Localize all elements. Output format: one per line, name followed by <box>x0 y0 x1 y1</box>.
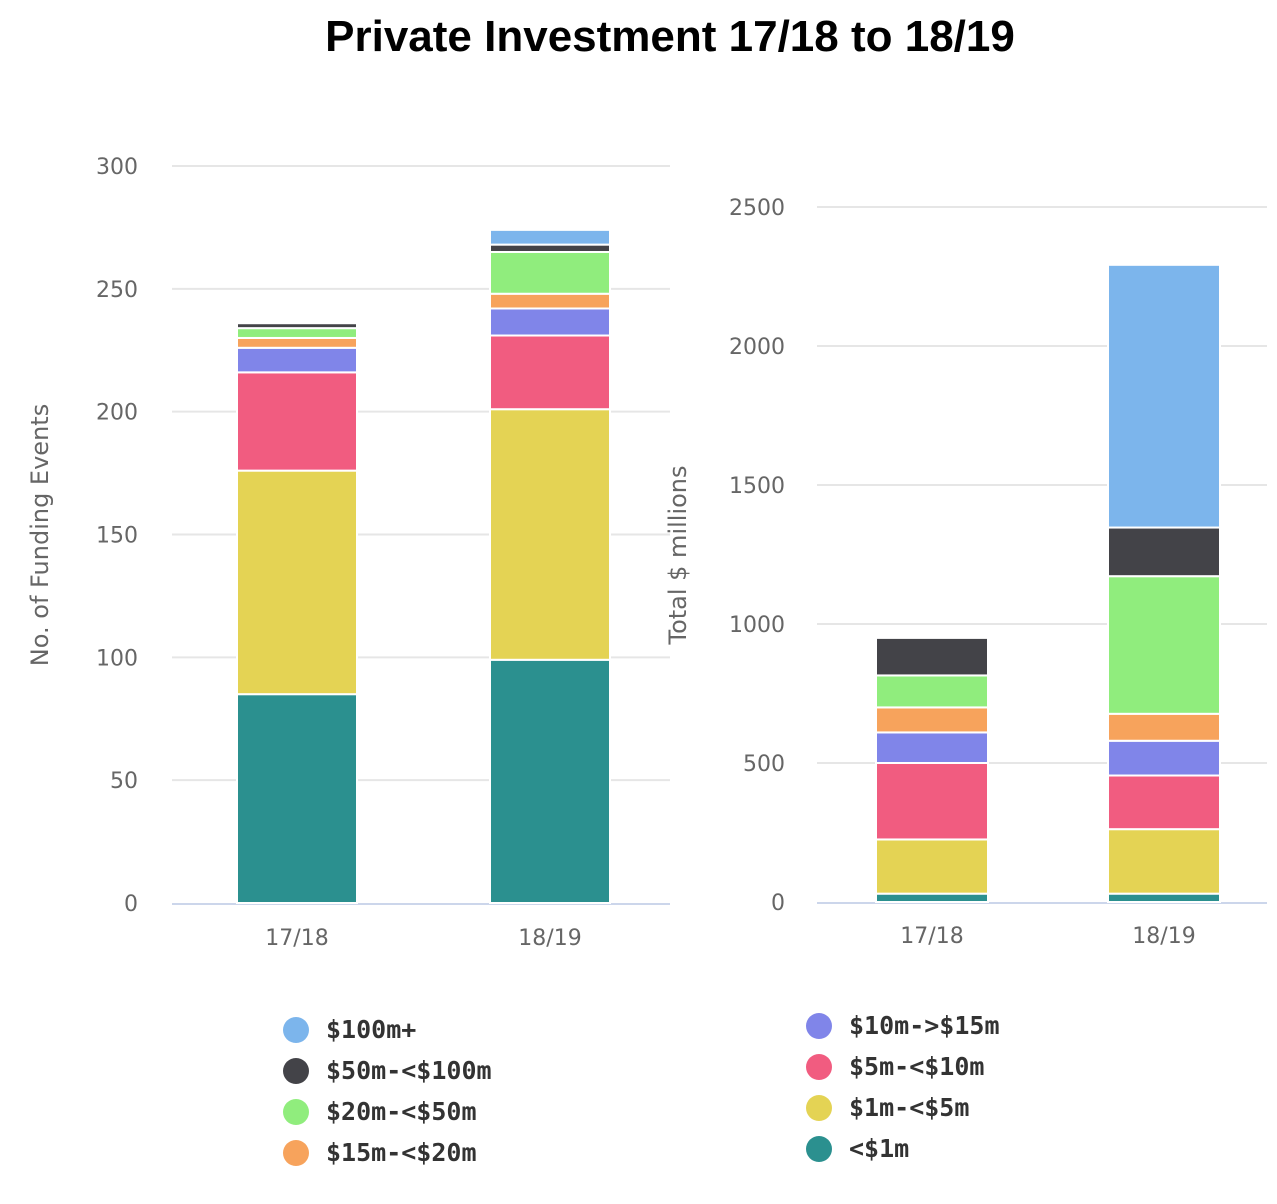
bar-segment <box>489 658 611 904</box>
legend-label: $100m+ <box>326 1015 417 1044</box>
bar-segment <box>875 706 989 734</box>
bar-segment <box>236 371 358 472</box>
charts-canvas: 0 50 100 150 200 250 300 No. of Funding Events 1… <box>26 155 1267 951</box>
y-tick-label: 300 <box>96 155 138 180</box>
bar-segment <box>1107 526 1221 578</box>
legend-label: $1m-<$5m <box>849 1093 970 1122</box>
x-tick-label: 18/19 <box>518 926 581 951</box>
legend-swatch-icon <box>283 1057 309 1084</box>
bar-segment <box>489 243 611 253</box>
y-tick-label: 250 <box>96 278 138 303</box>
y-tick-label: 500 <box>743 752 785 777</box>
bar-segment <box>1107 892 1221 903</box>
legend-label: $20m-<$50m <box>326 1097 477 1126</box>
legend-item-50m-100m[interactable]: $50m-<$100m <box>283 1050 492 1091</box>
bar-segment <box>875 892 989 903</box>
y-tick-label: 2500 <box>729 196 785 221</box>
legend-swatch-icon <box>806 1012 832 1039</box>
legend-left: $100m+ $50m-<$100m $20m-<$50m $15m-<$20m <box>283 1009 492 1173</box>
x-tick-label: 17/18 <box>265 926 328 951</box>
bar-segment <box>489 228 611 246</box>
y-tick-label: 50 <box>110 769 138 794</box>
legend-item-15m-20m[interactable]: $15m-<$20m <box>283 1132 492 1173</box>
legend-label: $50m-<$100m <box>326 1056 492 1085</box>
y-axis-title: Total $ millions <box>664 465 692 645</box>
y-axis-title: No. of Funding Events <box>26 404 54 666</box>
x-tick-label: 17/18 <box>900 924 963 949</box>
bar-segment <box>1107 739 1221 777</box>
legend-label: $5m-<$10m <box>849 1052 985 1081</box>
legend-swatch-icon <box>283 1016 309 1043</box>
bar-segment <box>875 636 989 677</box>
legend-swatch-icon <box>806 1094 832 1121</box>
legend-swatch-icon <box>806 1135 832 1162</box>
y-tick-label: 0 <box>771 891 785 916</box>
y-tick-label: 0 <box>124 892 138 917</box>
bar-segment <box>1107 828 1221 895</box>
y-tick-label: 2000 <box>729 335 785 360</box>
bar-segment <box>489 292 611 310</box>
bar-segment <box>1107 575 1221 715</box>
x-tick-label: 18/19 <box>1132 924 1195 949</box>
bar-segment <box>489 307 611 337</box>
chart-title: Private Investment 17/18 to 18/19 <box>325 12 1015 61</box>
legend-item-5m-10m[interactable]: $5m-<$10m <box>806 1046 1000 1087</box>
bar-segment <box>489 334 611 411</box>
legend-swatch-icon <box>806 1053 832 1080</box>
y-tick-label: 150 <box>96 524 138 549</box>
bar-segment <box>875 731 989 764</box>
bar-segment <box>1107 263 1221 529</box>
legend-label: <$1m <box>849 1134 910 1163</box>
bar-segment <box>1107 774 1221 831</box>
bar-segment <box>236 693 358 905</box>
y-tick-label: 200 <box>96 401 138 426</box>
bar-segment <box>875 674 989 709</box>
bar-segment <box>236 346 358 374</box>
bar-segment <box>236 322 358 330</box>
legend-item-1m-5m[interactable]: $1m-<$5m <box>806 1087 1000 1128</box>
y-tick-label: 100 <box>96 646 138 671</box>
bar-segment <box>875 838 989 895</box>
legend-item-20m-50m[interactable]: $20m-<$50m <box>283 1091 492 1132</box>
legend-item-10m-15m[interactable]: $10m->$15m <box>806 1005 1000 1046</box>
legend-swatch-icon <box>283 1139 309 1166</box>
bar-segment <box>236 336 358 349</box>
bar-segment <box>875 762 989 841</box>
legend-item-under-1m[interactable]: <$1m <box>806 1128 1000 1169</box>
y-tick-label: 1500 <box>729 474 785 499</box>
bar-segment <box>489 250 611 295</box>
legend-swatch-icon <box>283 1098 309 1125</box>
bar-segment <box>236 469 358 696</box>
legend-right: $10m->$15m $5m-<$10m $1m-<$5m <$1m <box>806 1005 1000 1169</box>
legend-label: $15m-<$20m <box>326 1138 477 1167</box>
bar-segment <box>489 408 611 661</box>
y-tick-label: 1000 <box>729 613 785 638</box>
bar-segment <box>236 327 358 339</box>
bar-segment <box>1107 712 1221 742</box>
legend-item-100m-plus[interactable]: $100m+ <box>283 1009 492 1050</box>
legend-label: $10m->$15m <box>849 1011 1000 1040</box>
